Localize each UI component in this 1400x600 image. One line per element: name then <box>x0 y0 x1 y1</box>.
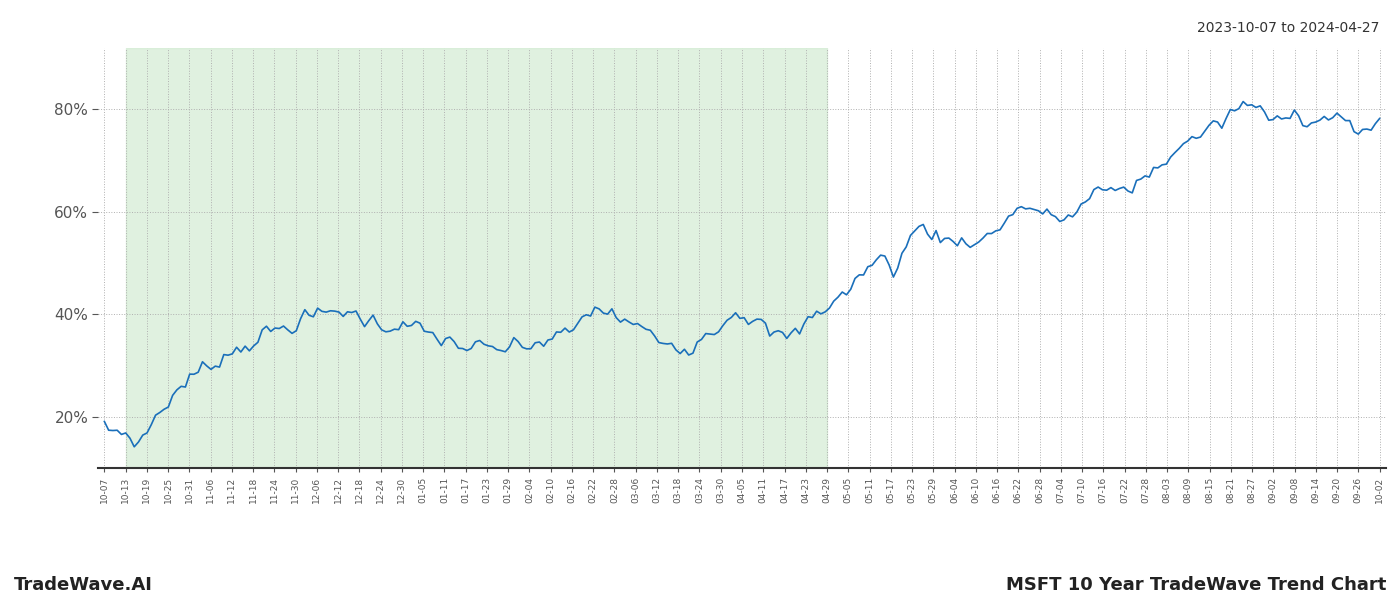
Text: TradeWave.AI: TradeWave.AI <box>14 576 153 594</box>
Text: MSFT 10 Year TradeWave Trend Chart: MSFT 10 Year TradeWave Trend Chart <box>1005 576 1386 594</box>
Bar <box>126 48 827 468</box>
Text: 2023-10-07 to 2024-04-27: 2023-10-07 to 2024-04-27 <box>1197 21 1379 35</box>
